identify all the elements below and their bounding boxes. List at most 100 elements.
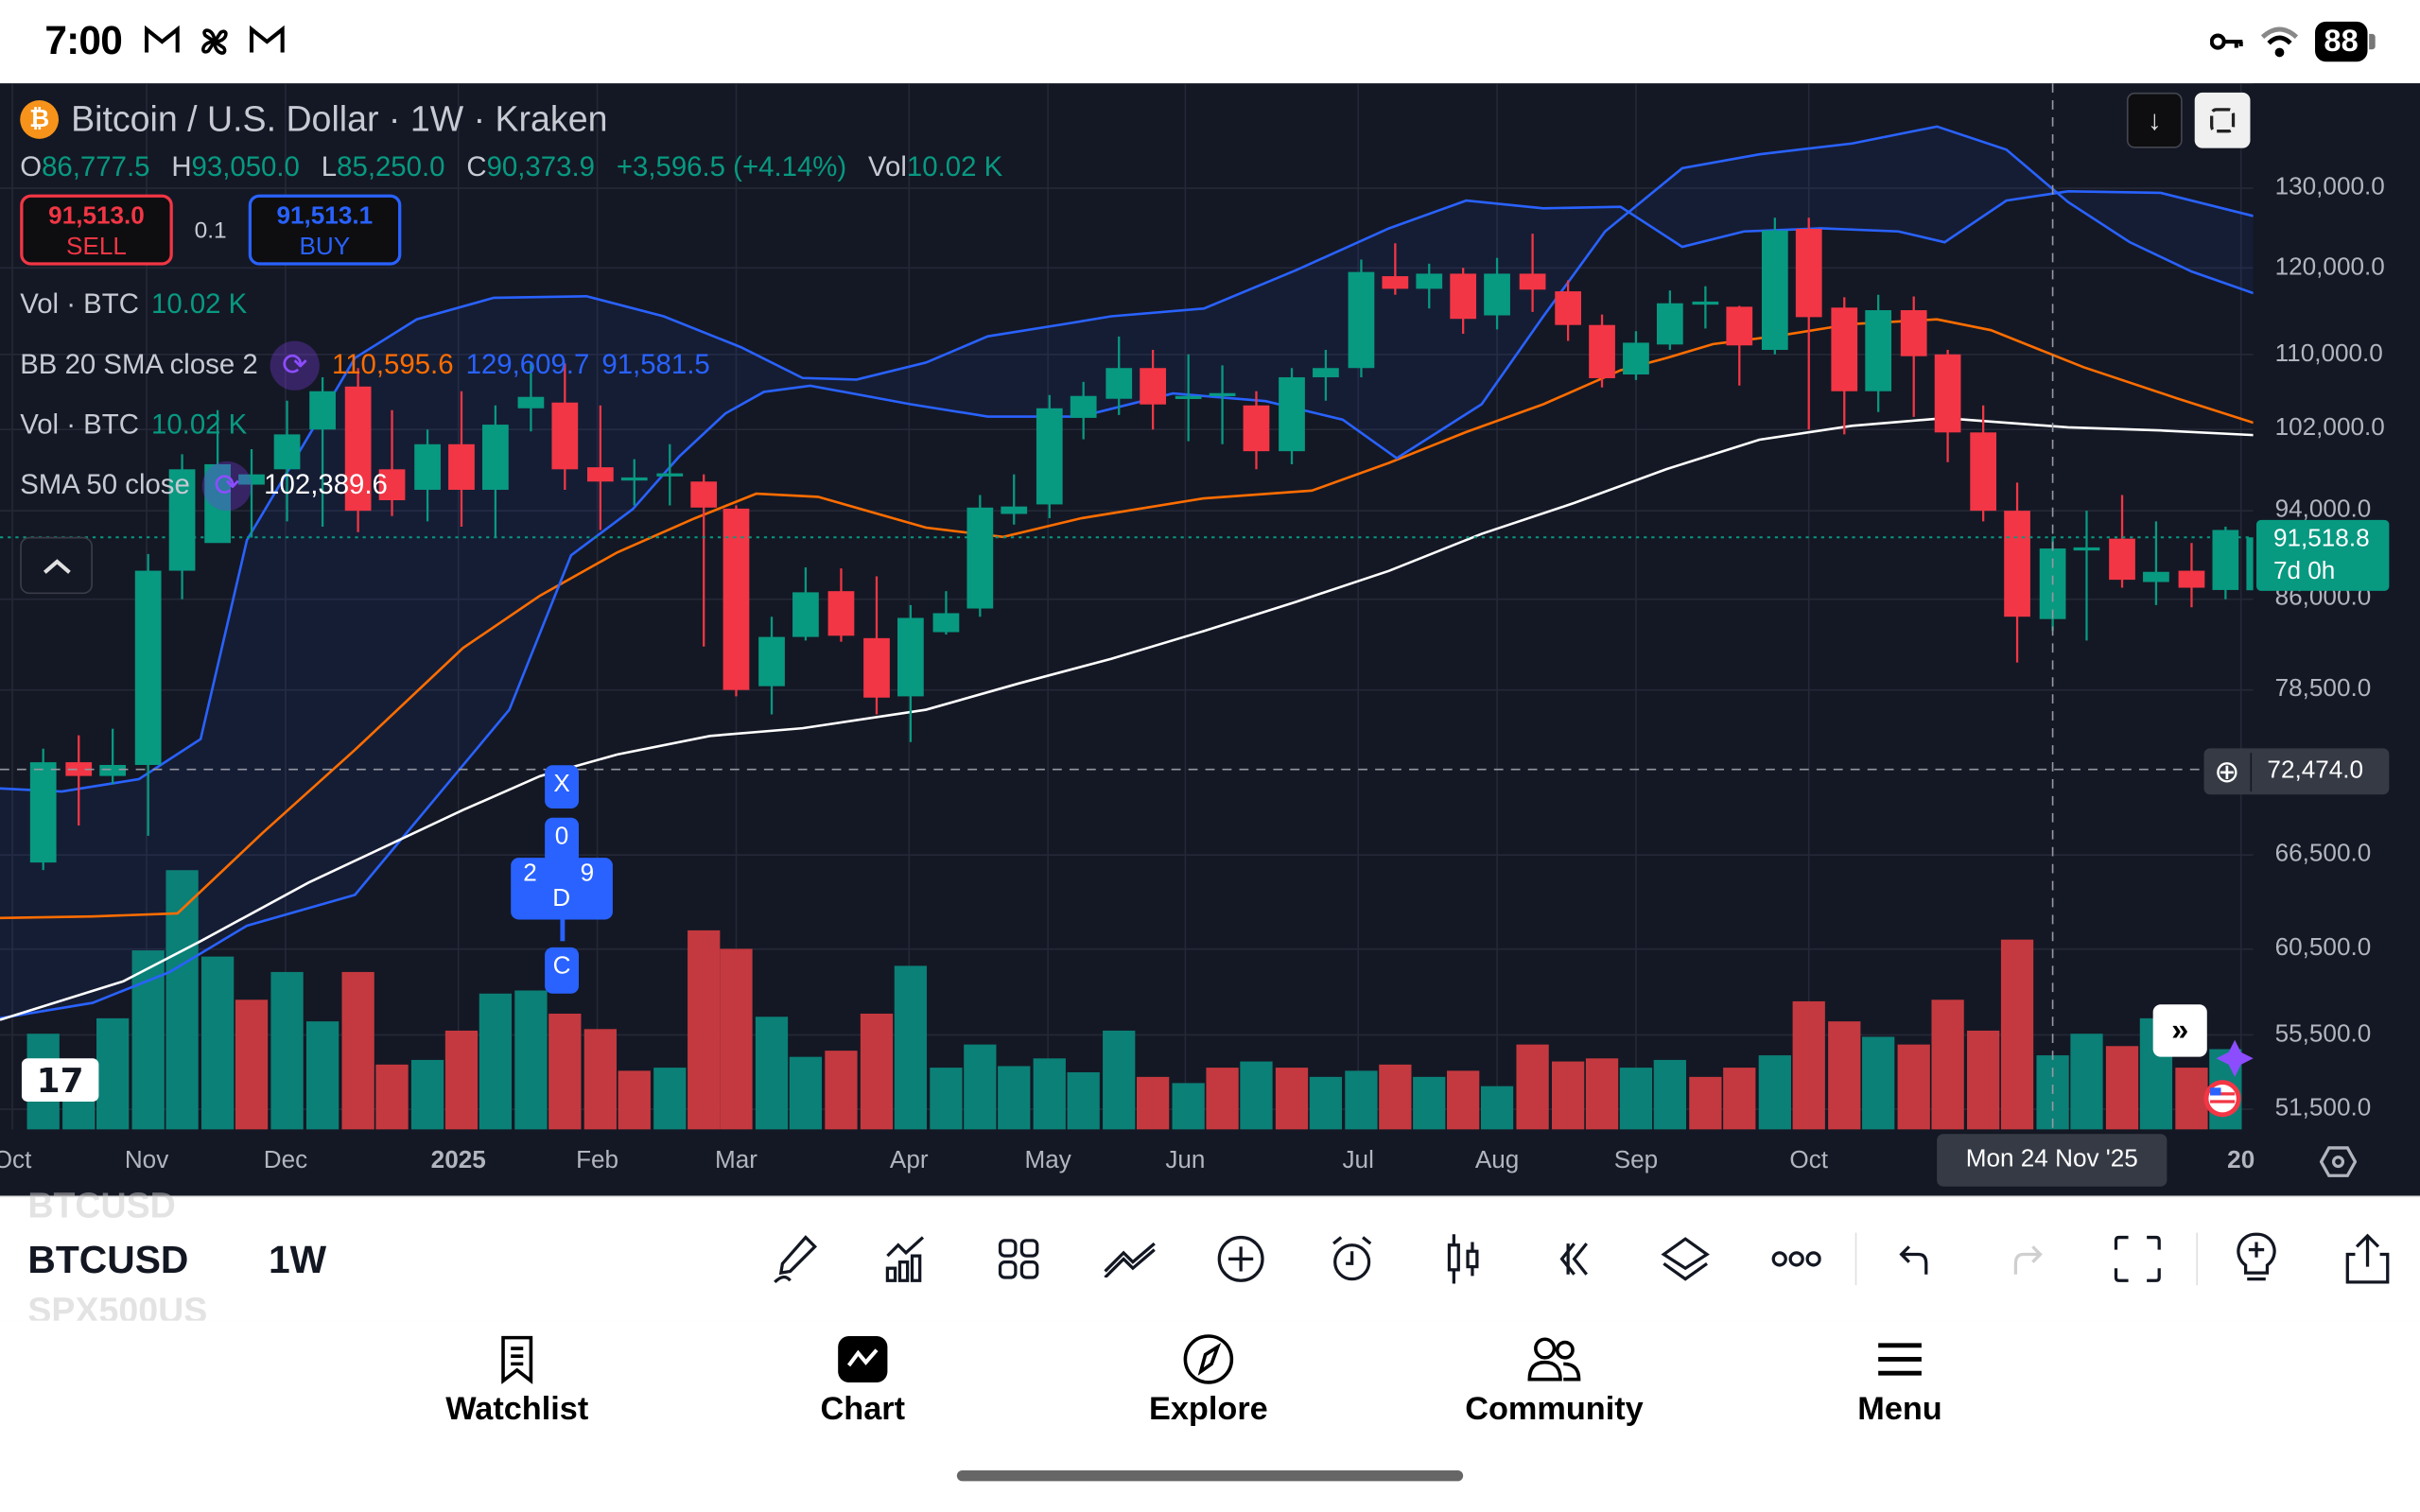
double-chevron-right-icon: » [2171, 1013, 2189, 1048]
time-tick: Oct [0, 1147, 32, 1174]
drawing-point-9: 9 [580, 860, 595, 888]
nav-menu[interactable]: Menu [1785, 1333, 2016, 1429]
ohlc-values: O86,777.5 H93,050.0 L85,250.0 C90,373.9 … [20, 151, 1017, 183]
sell-price: 91,513.0 [48, 203, 145, 231]
spread-value: 0.1 [194, 217, 227, 243]
time-tick: Aug [1474, 1147, 1520, 1174]
indicator-volume[interactable]: Vol · BTC 10.02 K [20, 274, 1017, 335]
fullscreen-button[interactable] [2082, 1228, 2194, 1290]
scroll-to-realtime-button[interactable]: » [2152, 1004, 2207, 1057]
drawing-point-group[interactable] [511, 858, 613, 920]
nav-explore[interactable]: Explore [1092, 1333, 1324, 1429]
time-tick: 20 [2227, 1147, 2255, 1174]
bitcoin-icon: ₿ [20, 100, 60, 139]
bar-countdown: 7d 0h [2272, 558, 2336, 585]
sell-label: SELL [66, 235, 127, 261]
timeframe-picker[interactable]: 1W [268, 1239, 327, 1282]
chart-legend: ₿ Bitcoin / U.S. Dollar · 1W · Kraken O8… [20, 98, 1017, 515]
price-tick: 78,500.0 [2274, 675, 2372, 703]
loading-cycle-icon: ⟳ [270, 339, 320, 390]
layers-button[interactable] [1629, 1228, 1741, 1290]
open-value: 86,777.5 [42, 150, 150, 182]
price-chart-canvas[interactable] [0, 83, 2254, 1133]
indicator-bollinger-bands[interactable]: BB 20 SMA close 2 ⟳ 110,595.6 129,609.7 … [20, 335, 1017, 395]
bb-upper-value: 129,609.7 [465, 348, 590, 380]
change-value: +3,596.5 (+4.14%) [616, 150, 847, 182]
wifi-icon [2260, 26, 2298, 58]
add-plus-icon[interactable]: ⊕ [2204, 752, 2253, 791]
replay-button[interactable] [1519, 1228, 1630, 1290]
lightbulb-plus-icon [2237, 1232, 2276, 1281]
collapse-legend-button[interactable] [20, 536, 93, 595]
indicator-sma-50[interactable]: SMA 50 close ⟳ 102,389.6 [20, 455, 1017, 515]
indicator-volume-2[interactable]: Vol · BTC 10.02 K [20, 395, 1017, 456]
drawing-point-d: D [552, 885, 571, 912]
sell-button[interactable]: 91,513.0 SELL [20, 194, 173, 266]
low-value: 85,250.0 [337, 150, 445, 182]
nav-label: Watchlist [445, 1391, 589, 1428]
redo-button[interactable] [1971, 1228, 2082, 1290]
indicators-button[interactable] [852, 1228, 964, 1290]
close-label: C [466, 150, 487, 182]
drawing-point-0[interactable]: 0 [545, 817, 580, 864]
buy-label: BUY [299, 235, 351, 261]
undo-button[interactable] [1860, 1228, 1972, 1290]
alarm-clock-icon [1332, 1236, 1372, 1281]
symbol-prev[interactable]: BTCUSD [27, 1185, 176, 1225]
add-button[interactable] [1185, 1228, 1297, 1290]
volume-label: Vol [868, 150, 907, 182]
buy-price: 91,513.1 [276, 203, 374, 231]
chart-area[interactable]: ₿ Bitcoin / U.S. Dollar · 1W · Kraken O8… [0, 83, 2420, 1196]
buy-button[interactable]: 91,513.1 BUY [248, 194, 402, 266]
arrow-down-icon: ↓ [2147, 104, 2162, 135]
nav-community[interactable]: Community [1438, 1333, 1670, 1429]
alert-button[interactable] [1297, 1228, 1408, 1290]
nav-watchlist[interactable]: Watchlist [401, 1333, 633, 1429]
more-button[interactable] [1741, 1228, 1853, 1290]
scroll-down-button[interactable]: ↓ [2126, 92, 2183, 148]
price-tick: 66,500.0 [2274, 841, 2372, 868]
drawing-point-c[interactable]: C [545, 947, 580, 994]
share-button[interactable] [2312, 1228, 2420, 1290]
time-tick: Oct [1789, 1147, 1829, 1174]
indicator-name: Vol · BTC [20, 288, 139, 320]
fullscreen-icon [2114, 1235, 2161, 1282]
indicator-value: 10.02 K [150, 408, 248, 441]
draw-tool-button[interactable] [740, 1228, 852, 1290]
time-tick: Nov [124, 1147, 169, 1174]
candlestick-icon [1447, 1234, 1479, 1284]
nav-label: Menu [1857, 1391, 1942, 1428]
nav-chart[interactable]: Chart [747, 1333, 979, 1429]
time-tick: 2025 [430, 1147, 486, 1174]
indicator-value: 10.02 K [150, 288, 248, 320]
time-tick: Jun [1165, 1147, 1206, 1174]
crosshair-price: 72,474.0 [2267, 757, 2364, 784]
price-axis[interactable]: 51,500.0 55,500.0 60,500.0 66,500.0 78,500.0… [2203, 83, 2420, 1196]
chart-settings-button[interactable] [2319, 1145, 2358, 1187]
sparkle-event-icon[interactable] [2216, 1039, 2254, 1077]
frame-corners-icon [2210, 108, 2236, 133]
trade-buttons: 91,513.0 SELL 0.1 91,513.1 BUY [20, 194, 1017, 266]
redo-icon [2013, 1245, 2043, 1275]
symbol-title[interactable]: ₿ Bitcoin / U.S. Dollar · 1W · Kraken [20, 98, 1017, 140]
event-markers[interactable] [2201, 1009, 2254, 1133]
community-icon [1527, 1337, 1581, 1382]
loading-cycle-icon: ⟳ [201, 461, 252, 511]
volume-value: 10.02 K [906, 150, 1003, 182]
home-indicator[interactable] [956, 1469, 1464, 1482]
tradingview-logo[interactable]: 17 [21, 1055, 99, 1109]
tool-buttons [740, 1228, 2420, 1290]
last-price-label: 91,518.8 7d 0h [2256, 519, 2390, 591]
pinwheel-icon [201, 28, 228, 55]
chart-type-button[interactable] [1407, 1228, 1519, 1290]
drawing-connector [560, 919, 566, 942]
auto-scale-button[interactable] [2194, 92, 2251, 148]
layout-button[interactable] [963, 1228, 1074, 1290]
compare-button[interactable] [1074, 1228, 1186, 1290]
symbol-picker[interactable]: BTCUSD [27, 1239, 189, 1282]
ideas-button[interactable] [2201, 1228, 2312, 1290]
drawing-point-x[interactable]: X [545, 765, 580, 808]
time-axis[interactable]: 20 Oct Sep Aug Jul Jun May Apr Mar Feb 2025 Dec Nov O… [0, 1129, 2255, 1195]
price-tick: 60,500.0 [2274, 934, 2372, 962]
indicator-name: BB 20 SMA close 2 [20, 348, 258, 380]
